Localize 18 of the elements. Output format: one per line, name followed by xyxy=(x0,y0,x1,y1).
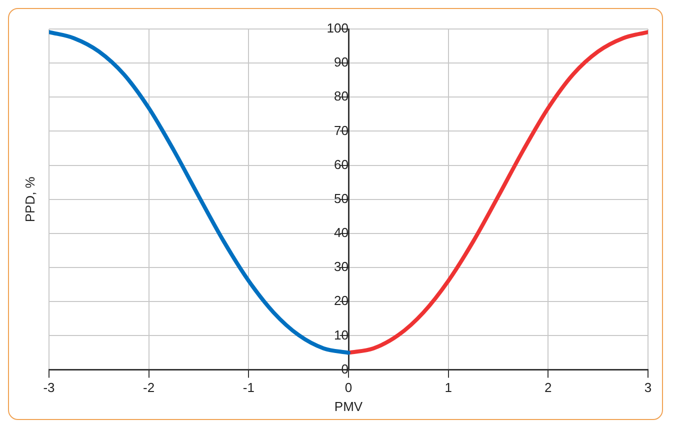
line-series xyxy=(346,30,648,355)
y-tick-label: 70 xyxy=(334,122,348,138)
x-tick-label: 1 xyxy=(444,380,452,396)
y-tick-label: 40 xyxy=(334,225,348,240)
y-tick-label: 30 xyxy=(334,259,348,274)
x-tick-label: -3 xyxy=(43,380,55,396)
y-tick-label: 100 xyxy=(326,20,348,36)
y-tick-label: 50 xyxy=(334,190,348,206)
x-tick-label: 2 xyxy=(544,380,552,396)
y-tick-label: 60 xyxy=(334,156,348,172)
y-tick-label: 80 xyxy=(334,88,348,104)
x-tick-label: -1 xyxy=(242,380,254,396)
x-tick-label: -2 xyxy=(143,380,155,396)
x-axis-title: PMV xyxy=(334,398,363,414)
y-tick-label: 90 xyxy=(334,54,348,70)
y-tick-label: 20 xyxy=(334,293,348,308)
y-axis-title: PPD, % xyxy=(22,176,38,222)
x-tick-label: 3 xyxy=(644,380,652,396)
